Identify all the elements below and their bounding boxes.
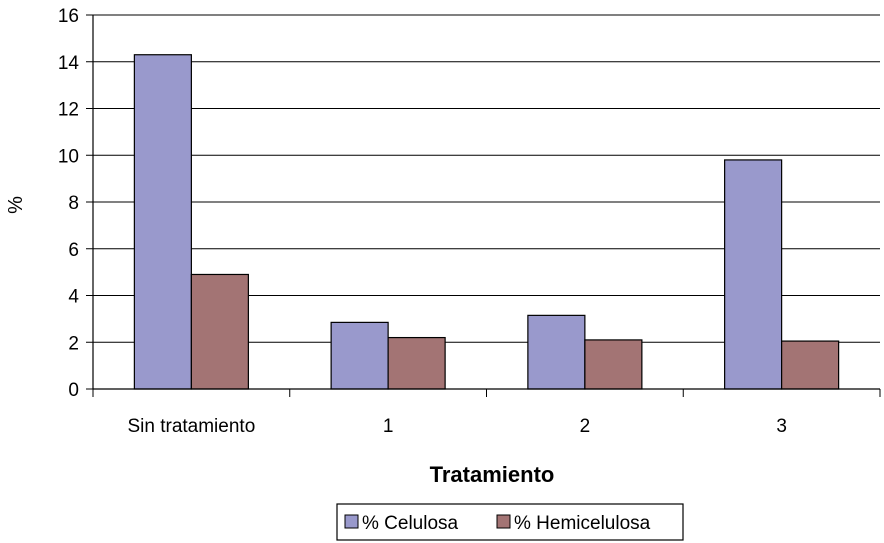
y-tick-label: 6 — [68, 240, 79, 261]
bar-celulosa — [724, 159, 783, 390]
bar-celulosa — [133, 54, 192, 390]
bar-hemicelulosa — [781, 340, 840, 390]
bar-celulosa — [527, 314, 586, 390]
y-axis-label: % — [5, 196, 27, 214]
bars — [133, 54, 840, 390]
y-tick-label: 14 — [58, 53, 80, 74]
legend-label: % Celulosa — [362, 513, 459, 534]
legend-swatch — [496, 514, 511, 529]
legend: % Celulosa % Hemicelulosa — [336, 503, 684, 541]
axes — [86, 14, 881, 397]
x-tick-labels: Sin tratamiento 1 2 3 — [127, 416, 786, 437]
y-tick-label: 2 — [68, 333, 79, 354]
y-tick-label: 0 — [68, 380, 79, 401]
x-tick-label: 1 — [383, 416, 394, 437]
x-tick-label: 3 — [776, 416, 787, 437]
legend-label: % Hemicelulosa — [514, 513, 651, 534]
legend-swatch — [344, 514, 359, 529]
bar-hemicelulosa — [190, 273, 249, 390]
x-tick-label: 2 — [580, 416, 591, 437]
y-tick-label: 16 — [58, 6, 79, 27]
bar-celulosa — [330, 321, 389, 390]
bar-hemicelulosa — [584, 339, 643, 390]
y-tick-label: 12 — [58, 100, 79, 121]
y-tick-label: 10 — [58, 146, 79, 167]
x-axis-label: Tratamiento — [430, 462, 555, 487]
x-tick-label: Sin tratamiento — [127, 416, 255, 437]
bar-hemicelulosa — [387, 336, 446, 390]
y-tick-label: 8 — [68, 193, 79, 214]
y-tick-label: 4 — [68, 287, 79, 308]
y-tick-labels: 0 2 4 6 8 10 12 14 16 — [58, 6, 80, 401]
